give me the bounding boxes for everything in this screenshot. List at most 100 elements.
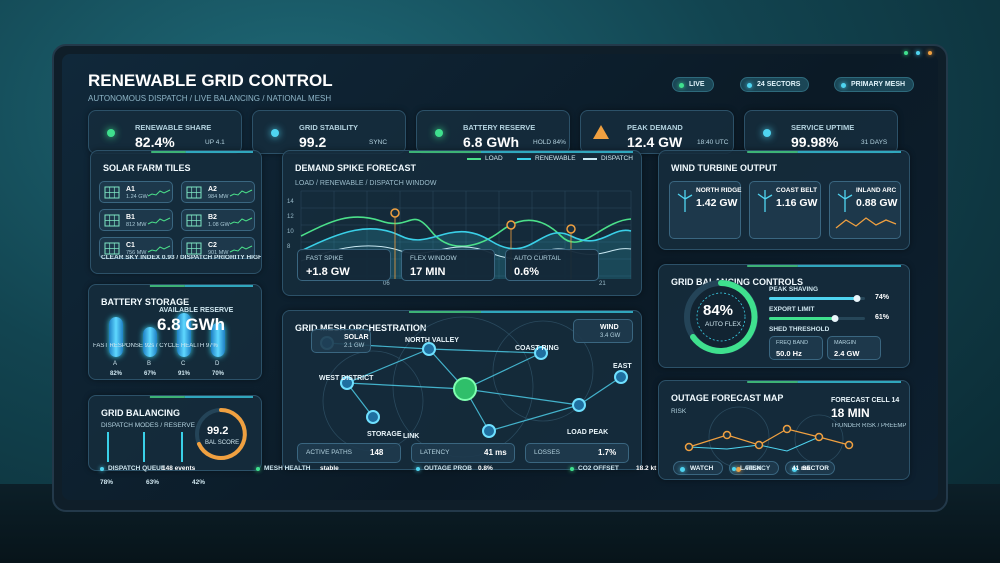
- warning-icon: [593, 125, 609, 139]
- status-value: 41 ms: [792, 465, 811, 472]
- panel-icon: [104, 186, 120, 199]
- stat-card: ACTIVE PATHS 148: [297, 443, 401, 463]
- x-axis-label: 21: [599, 281, 606, 287]
- header-pill: PRIMARY MESH: [834, 77, 915, 92]
- status-label: DISPATCH QUEUE: [108, 465, 166, 472]
- cell-value: 91%: [178, 371, 191, 377]
- stat-value: 1.7%: [598, 448, 617, 457]
- tile-value: 1.24 GW: [126, 194, 148, 200]
- status-label: CO2 OFFSET: [578, 465, 619, 472]
- marker: [566, 224, 576, 234]
- mode-value: 63%: [146, 479, 160, 486]
- status-value: 148 events: [162, 465, 196, 472]
- risk-node: [844, 440, 854, 450]
- tile-value: 812 MW: [126, 222, 147, 228]
- demand-panel: DEMAND SPIKE FORECAST LOAD / RENEWABLE / …: [282, 150, 642, 296]
- source-box: WIND 3.4 GW: [573, 319, 633, 343]
- status-dot: [416, 467, 420, 471]
- reserve-value: 6.8 GWh: [157, 315, 226, 334]
- site-value: 1.16 GW: [776, 197, 818, 209]
- panel-icon-grid: [187, 243, 201, 254]
- threshold-label: SHED THRESHOLD: [769, 326, 830, 333]
- mesh-node: [453, 377, 477, 401]
- legend-label: LOAD: [485, 155, 503, 162]
- panel-title: GRID MESH ORCHESTRATION: [295, 323, 427, 333]
- site-name: COAST BELT: [776, 187, 818, 194]
- legend-pill: SECTOR: [785, 461, 835, 475]
- kpi-value: 99.98%: [791, 134, 839, 150]
- tile-value: 756 MW: [126, 250, 147, 256]
- node-label: WEST DISTRICT: [319, 375, 374, 382]
- risk-node: [782, 424, 792, 434]
- site-value: 1.42 GW: [696, 197, 738, 209]
- metric-value: 2.4 GW: [834, 349, 860, 358]
- node-label: STORAGE: [367, 431, 402, 438]
- accent-line: [151, 151, 253, 153]
- tile-sparkline: [229, 189, 253, 197]
- turbine: [757, 190, 773, 212]
- legend-label: RISK: [746, 465, 762, 472]
- mesh-link: [578, 376, 622, 406]
- risk-node: [684, 442, 694, 452]
- score-gauge: [195, 408, 247, 460]
- tile-sparkline: [147, 217, 171, 225]
- mesh-node: [572, 398, 586, 412]
- mode-value: 42%: [192, 479, 206, 486]
- ring-label: AUTO FLEX: [705, 321, 742, 328]
- slider-value: 61%: [875, 314, 890, 321]
- legend-swatch: [467, 158, 481, 160]
- battery-footer: FAST RESPONSE 92s / CYCLE HEALTH 97%: [93, 343, 218, 349]
- balancing-panel: GRID BALANCING DISPATCH MODES / RESERVE 99…: [88, 395, 262, 471]
- ring-arc: [690, 280, 758, 354]
- solar-tile: A2 984 MW: [181, 181, 255, 203]
- source-value: 2.1 GW: [344, 343, 365, 349]
- kpi-value: 99.2: [299, 134, 327, 150]
- mesh-node: [482, 424, 496, 438]
- panel-icon: [104, 242, 120, 255]
- panel-icon-grid: [187, 187, 201, 198]
- stat-value: 41 ms: [484, 448, 507, 457]
- panel-title: OUTAGE FORECAST MAP: [671, 393, 784, 403]
- card-value: 17 MIN: [410, 266, 446, 278]
- panel-subtitle: LOAD / RENEWABLE / DISPATCH WINDOW: [295, 180, 437, 187]
- card-label: AUTO CURTAIL: [514, 255, 561, 262]
- pill-label: LIVE: [689, 81, 705, 88]
- legend-label: RENEWABLE: [535, 155, 576, 162]
- mode-indicator: [181, 432, 183, 462]
- mesh-link: [488, 404, 580, 432]
- source-label: SOLAR: [344, 334, 369, 341]
- sparkline: [229, 217, 253, 225]
- cell-name: A: [113, 361, 118, 367]
- slider-knob: [853, 295, 861, 302]
- stat-label: LATENCY: [420, 449, 450, 456]
- score-label: BAL SCORE: [205, 440, 240, 446]
- mesh-link: [346, 382, 374, 418]
- cell-name: B: [147, 361, 152, 367]
- status-value: stable: [320, 465, 339, 472]
- status-value: 0.8%: [478, 465, 493, 472]
- sparkline: [229, 189, 253, 197]
- panel-title: WIND TURBINE OUTPUT: [671, 163, 777, 173]
- slider-fill: [769, 317, 835, 320]
- battery-cell: [143, 327, 157, 357]
- pill-label: 24 SECTORS: [757, 81, 801, 88]
- sparkline: [147, 245, 171, 253]
- kpi-card: BATTERY RESERVE 6.8 GWh HOLD 84%: [416, 110, 570, 154]
- accent-line: [747, 381, 901, 383]
- tile-sparkline: [229, 245, 253, 253]
- tile-value: 984 MW: [208, 194, 229, 200]
- metric-box: FREQ BAND 50.0 Hz: [769, 336, 823, 360]
- panel-icon: [186, 242, 202, 255]
- status-dot: [107, 129, 115, 137]
- mesh-link: [346, 348, 430, 384]
- kpi-card: SERVICE UPTIME 99.98% 31 DAYS: [744, 110, 898, 154]
- solar-tile: A1 1.24 GW: [99, 181, 173, 203]
- battery-cell: [211, 323, 225, 357]
- mesh-node: [534, 346, 548, 360]
- panel-title: GRID BALANCING: [101, 408, 180, 418]
- header-pill: 24 SECTORS: [740, 77, 810, 92]
- panel-subtitle: RISK: [671, 408, 687, 415]
- status-label: OUTAGE PROB: [424, 465, 472, 472]
- legend-pill: RISK: [729, 461, 779, 475]
- slider-fill: [769, 297, 857, 300]
